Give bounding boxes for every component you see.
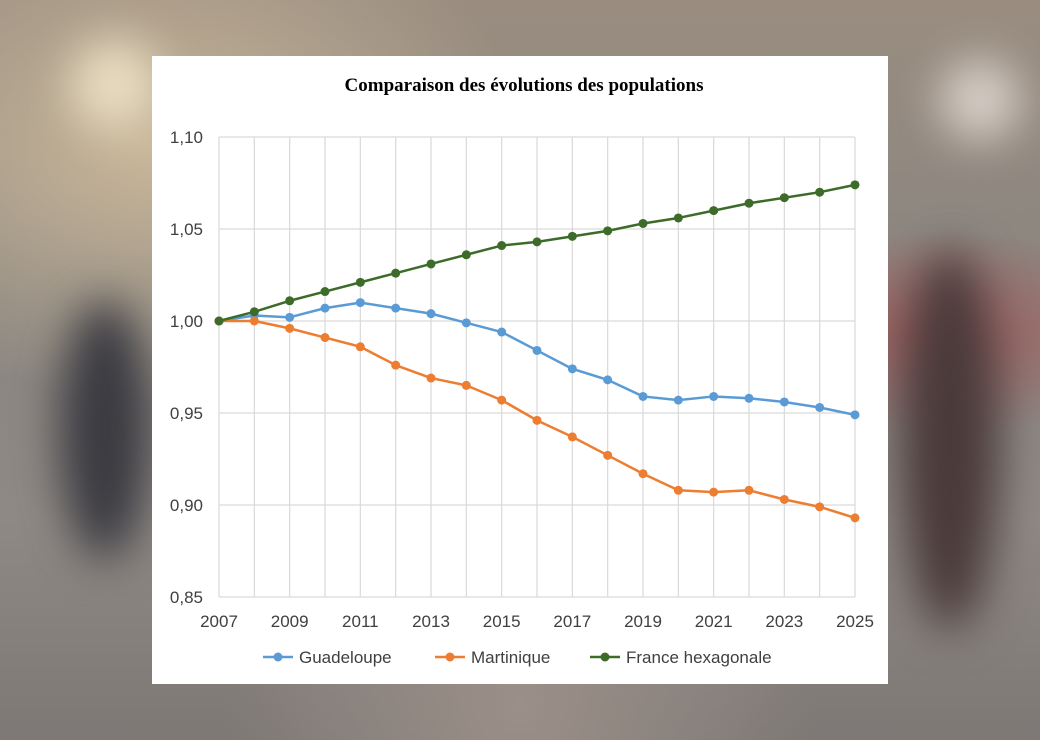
x-tick-label: 2025 [836,612,874,631]
data-point [567,364,577,374]
x-tick-label: 2007 [200,612,238,631]
data-point [355,277,365,287]
legend-item: Martinique [435,648,550,667]
data-point [214,316,224,326]
data-point [673,213,683,223]
data-point [744,198,754,208]
data-point [779,494,789,504]
data-point [779,397,789,407]
y-tick-label: 1,00 [170,312,203,331]
data-point [532,237,542,247]
data-point [320,287,330,297]
legend-item: France hexagonale [590,648,772,667]
legend-item: Guadeloupe [263,648,392,667]
data-point [532,415,542,425]
y-tick-label: 1,05 [170,220,203,239]
background-blur-light [940,60,1020,140]
data-point [673,485,683,495]
chart-title: Comparaison des évolutions des populatio… [345,75,704,96]
data-point [426,259,436,269]
data-point [497,327,507,337]
data-point [638,218,648,228]
data-point [391,268,401,278]
data-point [850,513,860,523]
data-point [709,206,719,216]
data-point [744,485,754,495]
y-tick-label: 1,10 [170,128,203,147]
data-point [285,312,295,322]
legend-label: Guadeloupe [299,648,392,667]
y-axis-ticks: 1,10 1,05 1,00 0,95 0,90 0,85 [170,128,203,607]
data-point [567,231,577,241]
data-point [461,318,471,328]
legend-swatch-marker [445,652,455,662]
data-point [497,241,507,251]
legend: Guadeloupe Martinique France hexagonale [263,648,772,667]
background-blur-figure [60,300,150,560]
data-point [638,391,648,401]
data-point [461,250,471,260]
data-point [285,323,295,333]
x-tick-label: 2019 [624,612,662,631]
data-point [355,298,365,308]
x-tick-label: 2017 [553,612,591,631]
x-tick-label: 2009 [271,612,309,631]
series-group [214,180,860,523]
data-point [779,193,789,203]
data-point [426,373,436,383]
data-point [285,296,295,306]
data-point [709,391,719,401]
x-tick-label: 2023 [765,612,803,631]
data-point [497,395,507,405]
grid [218,136,856,598]
data-point [249,307,259,317]
background-blur-figure [900,250,1000,630]
data-point [603,226,613,236]
data-point [391,360,401,370]
line-chart: Comparaison des évolutions des populatio… [170,75,874,667]
series-france-hexagonale [214,180,860,326]
data-point [391,303,401,313]
legend-label: France hexagonale [626,648,772,667]
data-point [603,375,613,385]
data-point [426,309,436,319]
data-point [709,487,719,497]
data-point [320,303,330,313]
data-point [567,432,577,442]
data-point [815,187,825,197]
data-point [815,502,825,512]
legend-swatch-marker [600,652,610,662]
background-blur-light [70,40,160,130]
x-tick-label: 2011 [342,612,379,631]
data-point [320,333,330,343]
data-point [850,180,860,190]
data-point [603,450,613,460]
x-tick-label: 2015 [483,612,521,631]
y-tick-label: 0,85 [170,588,203,607]
data-point [532,345,542,355]
data-point [673,395,683,405]
x-axis-ticks: 2007 2009 2011 2013 2015 2017 2019 2021 2023 2025 [200,612,874,631]
data-point [815,402,825,412]
x-tick-label: 2013 [412,612,450,631]
data-point [249,316,259,326]
data-point [461,380,471,390]
data-point [355,342,365,352]
legend-swatch-marker [273,652,283,662]
chart-card: Comparaison des évolutions des populatio… [152,56,888,684]
data-point [850,410,860,420]
data-point [638,469,648,479]
data-point [744,393,754,403]
legend-label: Martinique [471,648,550,667]
x-tick-label: 2021 [695,612,733,631]
y-tick-label: 0,95 [170,404,203,423]
y-tick-label: 0,90 [170,496,203,515]
